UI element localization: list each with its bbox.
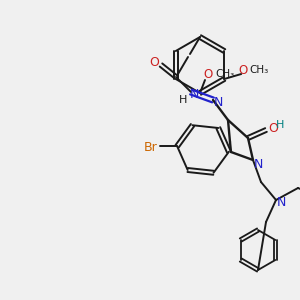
Text: O: O xyxy=(268,122,278,134)
Text: H: H xyxy=(276,120,284,130)
Text: O: O xyxy=(238,64,248,76)
Text: CH₃: CH₃ xyxy=(250,65,269,75)
Text: N: N xyxy=(213,95,223,109)
Text: N: N xyxy=(253,158,263,172)
Text: CH₃: CH₃ xyxy=(215,69,235,79)
Text: H: H xyxy=(179,95,187,105)
Text: Br: Br xyxy=(143,141,157,154)
Text: N: N xyxy=(276,196,286,208)
Text: O: O xyxy=(203,68,213,80)
Text: O: O xyxy=(149,56,159,70)
Text: N: N xyxy=(189,88,199,101)
